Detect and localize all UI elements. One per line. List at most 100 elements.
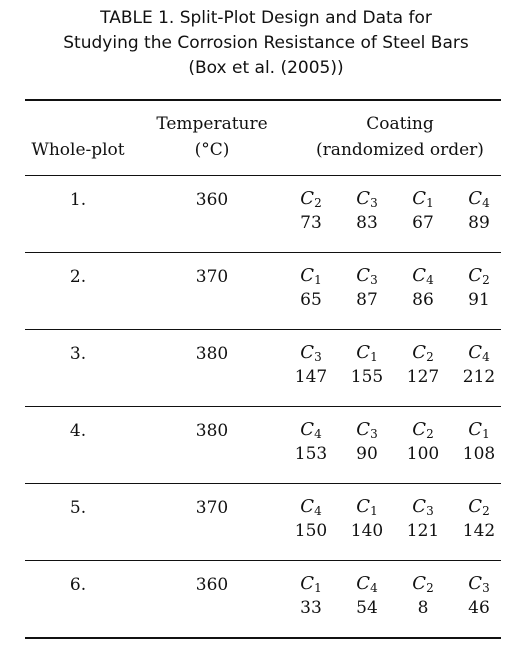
- coating-subscript: 4: [482, 350, 490, 364]
- whole-plot-cell: 1.: [69, 190, 87, 210]
- coating-letter: C: [412, 419, 427, 440]
- coating-symbol: C2: [395, 342, 451, 364]
- coating-symbol: C1: [339, 342, 395, 364]
- coating-letter: C: [468, 573, 483, 594]
- whole-plot-cell: 6.: [69, 575, 87, 595]
- coating-letter: C: [356, 265, 371, 286]
- caption-line-3: (Box et al. (2005)): [188, 58, 344, 78]
- corrosion-value: 140: [350, 521, 384, 541]
- coating-symbol: C1: [451, 419, 507, 441]
- corrosion-value: 90: [356, 444, 378, 464]
- corrosion-value: 54: [356, 598, 378, 618]
- coating-subscript: 1: [370, 504, 378, 518]
- caption-line-2: Studying the Corrosion Resistance of Ste…: [63, 33, 469, 53]
- corrosion-value: 155: [350, 367, 384, 387]
- whole-plot-cell: 3.: [69, 344, 87, 364]
- coating-symbol: C3: [339, 419, 395, 441]
- temperature-cell: 380: [195, 344, 229, 364]
- coating-subscript: 2: [426, 350, 434, 364]
- corrosion-value: 212: [462, 367, 496, 387]
- coating-subscript: 4: [482, 196, 490, 210]
- coating-symbol: C1: [339, 496, 395, 518]
- corrosion-value: 121: [406, 521, 440, 541]
- coating-symbol: C2: [395, 573, 451, 595]
- corrosion-value: 89: [468, 213, 490, 233]
- coating-letter: C: [356, 419, 371, 440]
- whole-plot-cell: 4.: [69, 421, 87, 441]
- coating-subscript: 3: [370, 427, 378, 441]
- coating-subscript: 1: [314, 273, 322, 287]
- corrosion-value: 127: [406, 367, 440, 387]
- whole-plot-cell: 5.: [69, 498, 87, 518]
- corrosion-value: 67: [412, 213, 434, 233]
- temperature-cell: 380: [195, 421, 229, 441]
- corrosion-value: 100: [406, 444, 440, 464]
- coating-letter: C: [300, 419, 315, 440]
- corrosion-value: 8: [417, 598, 429, 618]
- coating-subscript: 1: [426, 196, 434, 210]
- row-separator: [25, 483, 501, 484]
- coating-letter: C: [468, 188, 483, 209]
- corrosion-value: 91: [468, 290, 490, 310]
- coating-letter: C: [468, 419, 483, 440]
- coating-symbol: C2: [451, 265, 507, 287]
- coating-symbol: C2: [395, 419, 451, 441]
- coating-letter: C: [300, 342, 315, 363]
- corrosion-value: 142: [462, 521, 496, 541]
- coating-letter: C: [468, 342, 483, 363]
- coating-subscript: 1: [482, 427, 490, 441]
- coating-letter: C: [412, 342, 427, 363]
- coating-letter: C: [356, 342, 371, 363]
- temperature-cell: 370: [195, 267, 229, 287]
- coating-subscript: 2: [482, 504, 490, 518]
- bottom-rule: [25, 637, 501, 639]
- corrosion-value: 65: [300, 290, 322, 310]
- coating-letter: C: [468, 496, 483, 517]
- row-separator: [25, 406, 501, 407]
- coating-letter: C: [412, 188, 427, 209]
- coating-symbol: C1: [395, 188, 451, 210]
- corrosion-value: 73: [300, 213, 322, 233]
- coating-subscript: 1: [314, 581, 322, 595]
- header-coating: Coating (randomized order): [298, 111, 502, 163]
- coating-subscript: 4: [314, 427, 322, 441]
- coating-subscript: 4: [370, 581, 378, 595]
- header-temperature-unit: (°C): [194, 140, 230, 160]
- corrosion-value: 147: [294, 367, 328, 387]
- corrosion-value: 108: [462, 444, 496, 464]
- coating-symbol: C2: [451, 496, 507, 518]
- temperature-cell: 360: [195, 575, 229, 595]
- table-caption: TABLE 1. Split-Plot Design and Data for …: [0, 6, 532, 81]
- corrosion-value: 46: [468, 598, 490, 618]
- coating-letter: C: [300, 496, 315, 517]
- corrosion-value: 150: [294, 521, 328, 541]
- header-temperature-label: Temperature: [156, 114, 268, 134]
- coating-letter: C: [412, 573, 427, 594]
- coating-symbol: C1: [283, 265, 339, 287]
- coating-symbol: C4: [451, 188, 507, 210]
- corrosion-value: 153: [294, 444, 328, 464]
- coating-subscript: 4: [314, 504, 322, 518]
- coating-subscript: 2: [314, 196, 322, 210]
- corrosion-value: 87: [356, 290, 378, 310]
- coating-subscript: 3: [314, 350, 322, 364]
- header-whole-plot: Whole-plot: [31, 140, 125, 160]
- coating-symbol: C3: [339, 188, 395, 210]
- top-rule: [25, 99, 501, 101]
- coating-letter: C: [356, 496, 371, 517]
- coating-letter: C: [412, 265, 427, 286]
- coating-subscript: 3: [370, 273, 378, 287]
- temperature-cell: 370: [195, 498, 229, 518]
- coating-letter: C: [468, 265, 483, 286]
- coating-symbol: C3: [451, 573, 507, 595]
- caption-line-1: TABLE 1. Split-Plot Design and Data for: [100, 8, 432, 28]
- coating-letter: C: [356, 573, 371, 594]
- header-rule: [25, 175, 501, 176]
- row-separator: [25, 252, 501, 253]
- coating-symbol: C4: [451, 342, 507, 364]
- coating-letter: C: [300, 188, 315, 209]
- coating-subscript: 1: [370, 350, 378, 364]
- coating-letter: C: [356, 188, 371, 209]
- coating-symbol: C4: [339, 573, 395, 595]
- coating-symbol: C4: [395, 265, 451, 287]
